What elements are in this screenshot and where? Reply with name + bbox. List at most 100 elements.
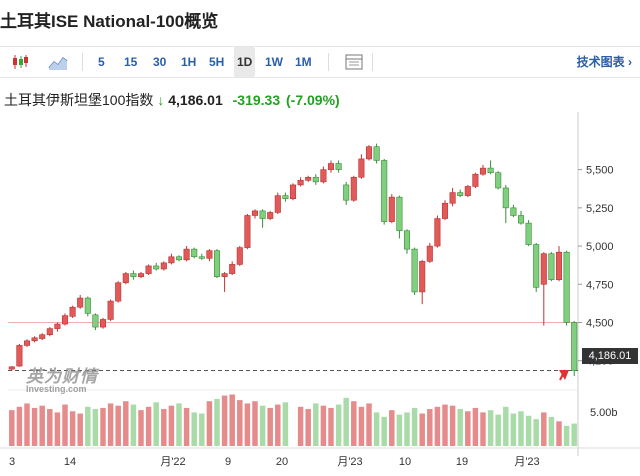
volume-bar	[244, 403, 251, 446]
candle-body	[54, 323, 61, 329]
volume-bar	[100, 407, 106, 446]
volume-bar	[54, 412, 61, 446]
page-title: 土耳其ISE National-100概览	[0, 12, 219, 31]
tech-chart-link[interactable]: 技术图表 ›	[576, 55, 632, 69]
interval-30[interactable]: 30	[153, 55, 167, 69]
volume-bar	[533, 419, 539, 446]
x-tick-label: 月'22	[160, 456, 185, 468]
interval-1w[interactable]: 1W	[265, 55, 283, 69]
interval-15[interactable]: 15	[124, 55, 138, 69]
candle-body	[517, 215, 525, 224]
volume-bar	[168, 405, 175, 446]
candle-body	[61, 315, 69, 325]
volume-bar	[85, 406, 91, 446]
candle-body	[282, 195, 289, 199]
interval-5h[interactable]: 5H	[209, 55, 225, 69]
volume-bar	[153, 402, 159, 446]
table-icon[interactable]	[344, 53, 364, 71]
candle-body	[130, 273, 137, 277]
candle-body	[99, 319, 107, 328]
volume-bar	[214, 398, 220, 446]
volume-bar	[115, 405, 121, 446]
interval-1h[interactable]: 1H	[181, 55, 197, 69]
candle-body	[175, 256, 183, 261]
volume-bar	[69, 411, 76, 446]
y-tick-label: 4,500	[586, 317, 614, 329]
price-change: -319.33	[232, 92, 281, 108]
candle-body	[411, 248, 418, 293]
candle-body	[373, 146, 380, 161]
volume-bar	[206, 401, 213, 446]
price-change-pct: (-7.09%)	[286, 92, 340, 108]
candle-body	[312, 176, 319, 183]
volume-bar	[389, 410, 395, 446]
candle-body	[479, 167, 487, 175]
volume-bar	[563, 425, 570, 446]
price-chart[interactable]: 5,5005,2505,0004,7504,5004,250314月'22920…	[0, 112, 640, 476]
candle-body	[297, 180, 304, 186]
x-tick-label: 9	[225, 456, 231, 468]
volume-bar	[92, 409, 99, 446]
volume-bar	[419, 413, 425, 446]
toolbar-divider	[82, 53, 83, 71]
volume-bar	[510, 413, 517, 446]
volume-bar	[24, 403, 30, 446]
candle-body	[107, 300, 114, 320]
watermark-cn: 英为财情	[26, 367, 98, 386]
candle-body	[31, 337, 38, 342]
candle-body	[327, 163, 335, 170]
interval-1d[interactable]: 1D	[234, 47, 256, 77]
volume-bar	[503, 406, 509, 446]
candle-body	[122, 273, 129, 284]
volume-bar	[525, 415, 532, 446]
volume-bar	[267, 407, 273, 446]
candle-body	[198, 256, 205, 259]
interval-5[interactable]: 5	[98, 55, 105, 69]
volume-bar	[442, 404, 448, 446]
candle-body	[77, 297, 84, 308]
x-tick-label: 19	[456, 456, 468, 468]
x-tick-label: 月'23	[514, 456, 539, 468]
volume-bar	[161, 409, 167, 446]
candle-body	[335, 163, 342, 170]
annotation-arrow-head	[559, 370, 569, 380]
x-tick-label: 10	[399, 456, 411, 468]
volume-bar	[31, 407, 38, 446]
volume-bar	[495, 414, 501, 446]
candle-body	[540, 253, 547, 285]
candle-body	[449, 192, 456, 204]
interval-1m[interactable]: 1M	[295, 55, 312, 69]
candlestick-icon[interactable]	[10, 53, 30, 71]
candle-body	[358, 158, 365, 178]
volume-bar	[62, 404, 68, 446]
area-chart-icon[interactable]	[48, 53, 68, 71]
instrument-name: 土耳其伊斯坦堡100指数	[4, 92, 154, 108]
volume-bar	[191, 412, 197, 446]
candle-body	[457, 192, 464, 196]
candle-body	[472, 173, 479, 187]
candle-body	[464, 186, 471, 196]
candle-body	[213, 250, 221, 277]
volume-bar	[404, 412, 410, 446]
watermark-logo: 英为财情 Investing.com	[26, 362, 98, 394]
volume-bar	[123, 401, 129, 446]
volume-bar	[313, 403, 319, 446]
watermark-en: Investing.com	[26, 384, 87, 394]
candle-body	[183, 248, 190, 261]
candle-body	[206, 250, 213, 259]
volume-bar	[457, 409, 463, 446]
volume-bar	[328, 407, 334, 446]
volume-bar	[252, 401, 258, 446]
candle-body	[244, 215, 251, 248]
candle-body	[274, 195, 281, 213]
candle-body	[145, 265, 152, 274]
candle-body	[365, 146, 373, 160]
volume-bar	[427, 409, 433, 446]
volume-bar	[472, 407, 479, 446]
volume-bar	[480, 412, 486, 446]
volume-bar	[183, 407, 190, 446]
candle-body	[502, 187, 509, 209]
volume-bar	[411, 407, 418, 446]
volume-bar	[366, 403, 372, 446]
y-tick-label: 5,000	[586, 241, 614, 253]
